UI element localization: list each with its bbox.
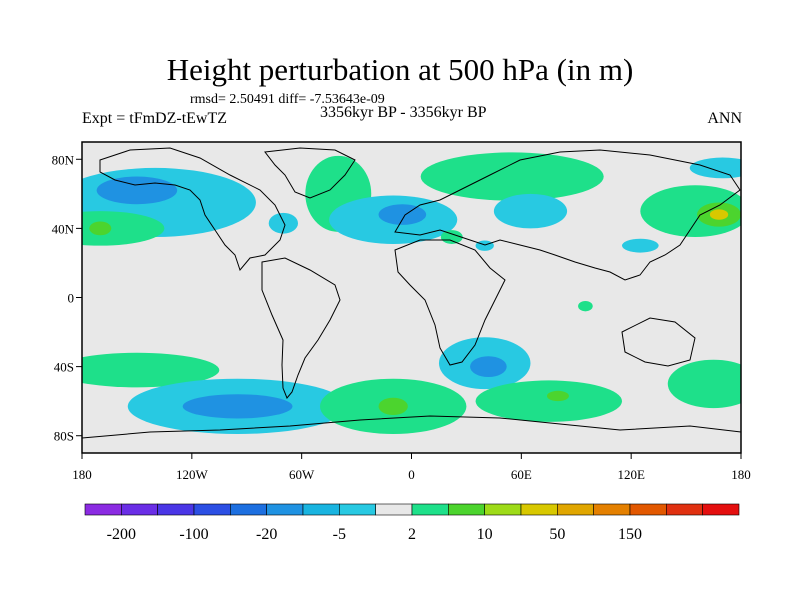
eurasia-coast xyxy=(394,149,741,281)
contour-region-9 xyxy=(493,193,568,229)
colorbar-label: 2 xyxy=(408,526,416,543)
contour-region-7 xyxy=(378,204,427,225)
x-axis: 180 120W 60W 0 60E 120E 180 xyxy=(72,453,751,482)
colorbar-swatch xyxy=(666,503,703,516)
x-tick-label: 120E xyxy=(617,467,645,482)
colorbar-swatch xyxy=(484,503,522,516)
contour-region-1 xyxy=(96,176,178,205)
contour-region-19 xyxy=(182,394,293,419)
colorbar-label: -200 xyxy=(107,526,136,543)
colorbar-swatch xyxy=(629,503,667,516)
season-label: ANN xyxy=(707,110,742,127)
contour-region-8 xyxy=(420,152,604,201)
colorbar-swatch xyxy=(339,503,376,516)
x-tick-label: 120W xyxy=(176,467,209,482)
contour-region-26 xyxy=(667,359,741,409)
australia-coast xyxy=(621,317,696,367)
x-tick-label: 180 xyxy=(731,467,751,482)
rmsd-stats: rmsd= 2.50491 diff= -7.53643e-09 xyxy=(190,92,385,107)
antarctica-coast xyxy=(82,415,741,439)
greenland-coast xyxy=(264,147,356,199)
colorbar-label: -5 xyxy=(333,526,346,543)
colorbar-swatch xyxy=(375,503,413,516)
colorbar-swatch xyxy=(230,503,267,516)
period-label: 3356kyr BP - 3356kyr BP xyxy=(320,104,487,121)
contour-region-14 xyxy=(622,238,659,253)
y-tick-label: 0 xyxy=(68,291,75,306)
x-tick-label: 180 xyxy=(72,467,92,482)
colorbar-swatch xyxy=(157,503,195,516)
y-tick-label: 40N xyxy=(52,221,75,236)
north-america-coast xyxy=(99,147,286,272)
y-tick-label: 80S xyxy=(54,429,74,444)
contour-region-23 xyxy=(470,356,507,377)
contour-regions xyxy=(82,152,741,434)
colorbar-swatch xyxy=(411,503,449,516)
contour-region-13 xyxy=(689,157,741,179)
africa-coast xyxy=(394,239,506,366)
contour-region-2 xyxy=(82,211,165,246)
contour-region-17 xyxy=(82,352,220,388)
x-tick-label: 60W xyxy=(289,467,315,482)
experiment-label: Expt = tFmDZ-tEwTZ xyxy=(82,110,228,127)
contour-region-27 xyxy=(578,300,593,312)
chart-title: Height perturbation at 500 hPa (in m) xyxy=(166,52,634,87)
contour-region-24 xyxy=(475,380,623,422)
colorbar-swatch xyxy=(193,503,231,516)
contour-region-3 xyxy=(89,221,112,236)
colorbar-label: -100 xyxy=(179,526,208,543)
contour-region-16 xyxy=(475,240,494,251)
colorbar-swatch xyxy=(121,503,158,516)
south-america-coast xyxy=(261,257,341,399)
colorbar-swatch xyxy=(520,503,558,516)
y-axis: 80N 40N 0 40S 80S xyxy=(52,152,82,444)
x-tick-label: 60E xyxy=(511,467,532,482)
x-tick-label: 0 xyxy=(408,467,415,482)
contour-region-21 xyxy=(378,397,408,415)
contour-region-5 xyxy=(268,212,299,234)
colorbar-swatch xyxy=(593,503,631,516)
colorbar-swatch xyxy=(448,503,485,516)
y-tick-label: 40S xyxy=(54,360,74,375)
colorbar-label: 50 xyxy=(549,526,565,543)
coastlines xyxy=(82,147,741,439)
contour-region-12 xyxy=(709,209,729,220)
colorbar-swatch xyxy=(302,503,340,516)
colorbar-label: -20 xyxy=(256,526,277,543)
colorbar-swatch xyxy=(557,503,594,516)
contour-region-25 xyxy=(546,390,569,402)
contour-region-15 xyxy=(440,230,463,244)
colorbar-swatch xyxy=(266,503,304,516)
colorbar-swatch xyxy=(702,503,740,516)
colorbar: -200 -100 -20 -5 2 10 50 150 xyxy=(84,503,740,543)
colorbar-swatch xyxy=(84,503,122,516)
y-tick-label: 80N xyxy=(52,152,75,167)
colorbar-label: 10 xyxy=(477,526,493,543)
colorbar-label: 150 xyxy=(618,526,642,543)
